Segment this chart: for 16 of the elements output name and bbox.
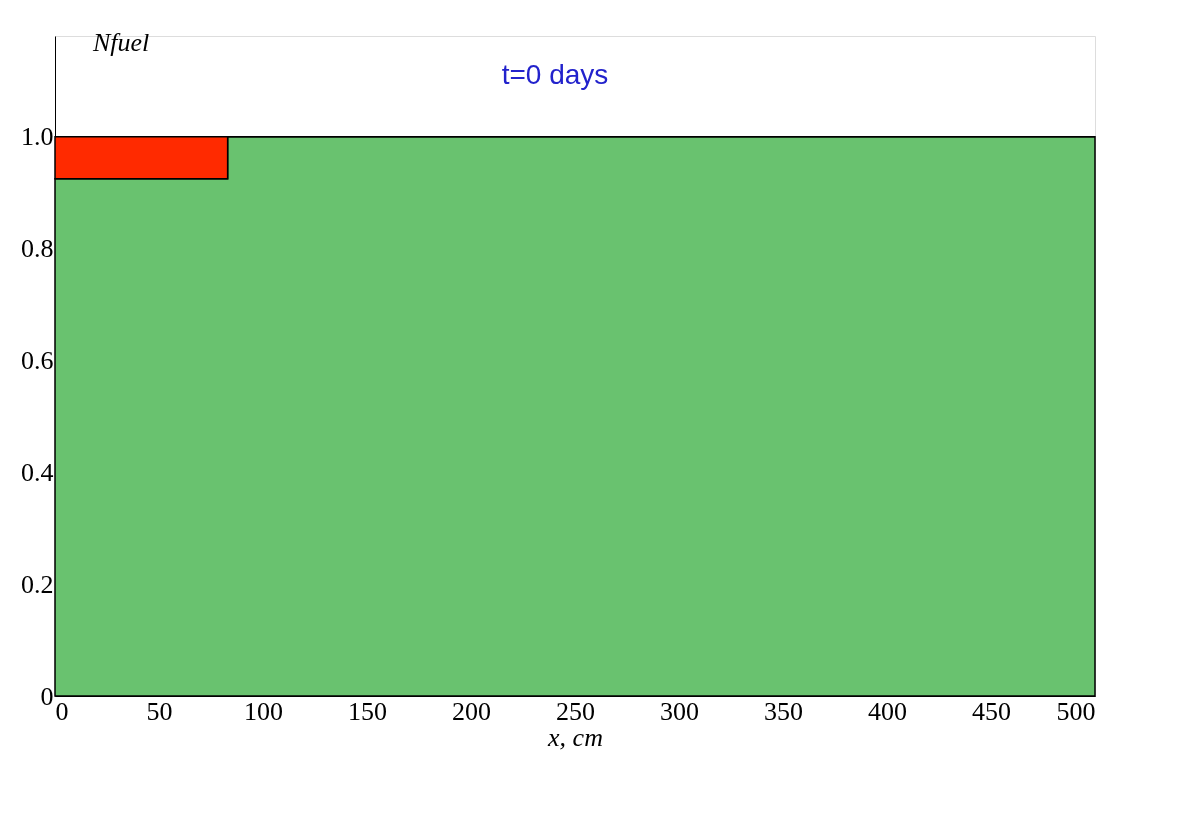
x-tick-label: 500 xyxy=(1056,696,1096,726)
y-tick-label: 0.6 xyxy=(21,345,54,375)
x-tick-label: 200 xyxy=(452,696,491,726)
y-tick-label: 0.8 xyxy=(21,234,54,264)
y-tick-label: 1.0 xyxy=(21,122,54,152)
y-tick-label: 0.4 xyxy=(21,457,54,487)
x-tick-label: 350 xyxy=(764,696,803,726)
x-tick-label: 50 xyxy=(146,696,173,726)
annotation: t=0 days xyxy=(501,59,609,90)
x-tick-label: 300 xyxy=(660,696,699,726)
x-tick-label: 150 xyxy=(348,696,387,726)
y-axis-title: Nfuel xyxy=(92,28,150,57)
x-tick-label: 100 xyxy=(244,696,283,726)
x-tick-label: 450 xyxy=(972,696,1011,726)
y-tick-label: 0.2 xyxy=(21,569,54,599)
x-tick-label: 400 xyxy=(868,696,907,726)
